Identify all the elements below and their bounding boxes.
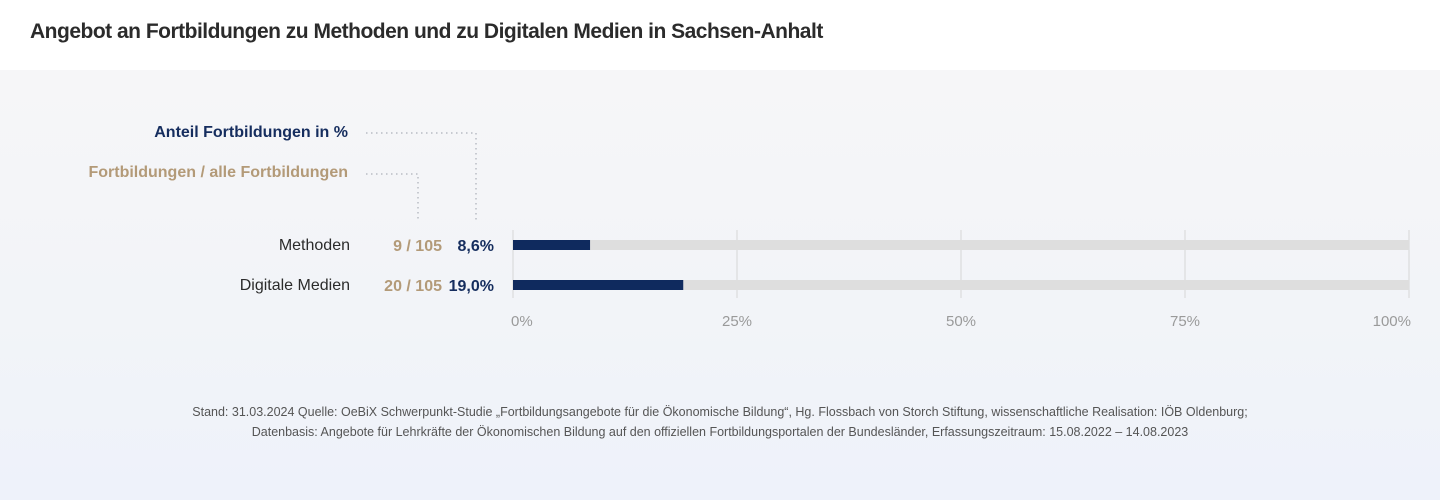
bars [513,240,1409,290]
x-tick-label: 50% [946,313,976,330]
percent-leader-line [366,132,477,222]
bar [513,280,684,290]
row-labels: Methoden 9 / 105 8,6% Digitale Medien 20 / 1… [240,237,494,295]
value-label: 8,6% [458,238,494,255]
x-axis-ticks: 0% 25% 50% 75% 100% [511,313,1411,330]
count-leader-line [366,173,419,222]
chart-title: Angebot an Fortbildungen zu Methoden und… [30,20,823,43]
category-label: Digitale Medien [240,277,350,294]
bar [513,240,591,250]
legend-percent-label: Anteil Fortbildungen in % [154,124,348,141]
source-note: Stand: 31.03.2024 Quelle: OeBiX Schwerpu… [0,402,1440,442]
source-line-2: Datenbasis: Angebote für Lehrkräfte der … [251,425,1189,439]
bar-track [513,280,1409,290]
count-label: 9 / 105 [393,238,442,255]
header: Angebot an Fortbildungen zu Methoden und… [0,0,1440,70]
x-tick-label: 25% [722,313,752,330]
x-tick-label: 0% [511,313,533,330]
legend-count-label: Fortbildungen / alle Fortbildungen [88,164,348,181]
source-line-1: Stand: 31.03.2024 Quelle: OeBiX Schwerpu… [192,405,1248,419]
legend-leader-lines [366,132,477,222]
value-label: 19,0% [449,278,494,295]
count-label: 20 / 105 [384,278,442,295]
x-tick-label: 75% [1170,313,1200,330]
x-tick-label: 100% [1373,313,1411,330]
category-label: Methoden [279,237,350,254]
bar-track [513,240,1409,250]
